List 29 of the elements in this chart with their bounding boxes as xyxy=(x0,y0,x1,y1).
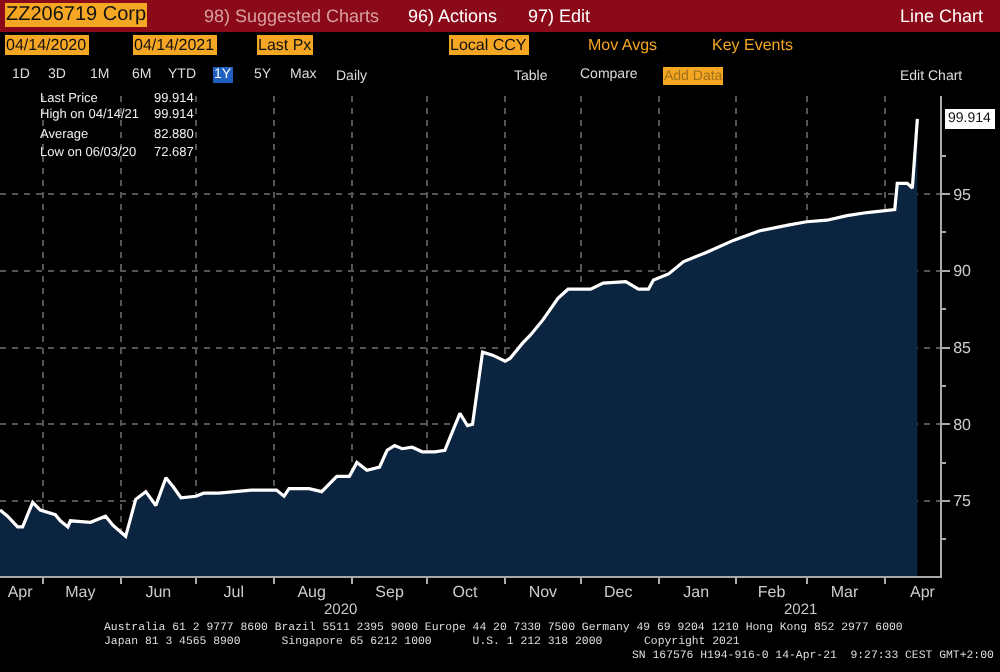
chart-title: ZZ206719 Corp xyxy=(6,4,147,26)
text: Mov Avgs xyxy=(588,36,658,54)
x-tick-label: Jan xyxy=(683,583,710,602)
x-tick-label: Apr xyxy=(909,583,936,602)
text: Line Chart xyxy=(900,6,985,26)
x-tick-label: Jun xyxy=(145,583,172,602)
x-tick-label: Nov xyxy=(528,583,558,602)
y-tick-label: 95 xyxy=(953,185,973,204)
text: Key Events xyxy=(712,36,793,54)
text: 04/14/2020 xyxy=(6,36,88,54)
text: Local CCY xyxy=(450,36,528,54)
x-tick-label: Jul xyxy=(223,583,245,602)
x-tick-label: Aug xyxy=(297,583,326,602)
y-tick-label: 90 xyxy=(953,262,973,281)
text: 98) Suggested Charts xyxy=(204,6,381,26)
text: 96) Actions xyxy=(408,6,499,26)
x-tick-label: Oct xyxy=(452,583,479,602)
x-tick-label: May xyxy=(65,583,96,602)
text: Last Px xyxy=(258,36,312,54)
x-tick-label: Feb xyxy=(757,583,787,602)
x-tick-label: Dec xyxy=(604,583,633,602)
y-tick-label: 85 xyxy=(953,339,973,358)
text: 04/14/2021 xyxy=(134,36,216,54)
x-tick-label: Apr xyxy=(7,583,34,602)
y-tick-label: 75 xyxy=(953,492,973,511)
x-tick-label: Mar xyxy=(830,583,859,602)
x-tick-label: Sep xyxy=(375,583,405,602)
text: 97) Edit xyxy=(528,6,592,26)
y-tick-label: 80 xyxy=(953,415,973,434)
